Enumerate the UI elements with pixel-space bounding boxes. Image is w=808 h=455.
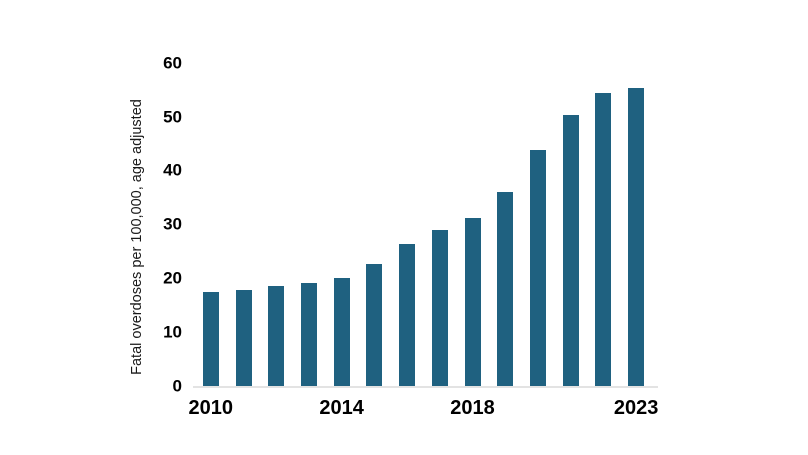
bar-2012 xyxy=(268,285,285,386)
bar-2023 xyxy=(628,88,645,386)
bar-2016 xyxy=(399,244,416,386)
y-tick-label: 10 xyxy=(163,322,182,342)
bar-2020 xyxy=(530,150,546,386)
y-tick-label: 0 xyxy=(172,376,182,396)
bar-2015 xyxy=(366,263,383,386)
y-tick-label: 60 xyxy=(163,53,182,73)
bar-2022 xyxy=(595,92,612,386)
bar-2019 xyxy=(497,191,514,386)
bar-2017 xyxy=(431,230,448,386)
x-tick-label-2023: 2023 xyxy=(613,397,659,419)
x-tick-label-2014: 2014 xyxy=(319,397,364,419)
y-tick-label: 20 xyxy=(163,268,182,288)
bar-2013 xyxy=(300,283,317,386)
bar-2018 xyxy=(464,217,481,386)
x-axis-baseline xyxy=(193,385,658,388)
bar-2014 xyxy=(333,277,350,386)
x-tick-label-2010: 2010 xyxy=(188,397,234,419)
y-axis-title: Fatal overdoses per 100,000, age adjuste… xyxy=(129,99,145,375)
y-tick-label: 40 xyxy=(163,160,182,180)
bar-2010 xyxy=(202,291,219,386)
bar-2021 xyxy=(562,115,579,386)
x-tick-label-2018: 2018 xyxy=(450,397,495,419)
y-tick-label: 50 xyxy=(163,107,182,126)
bar-2011 xyxy=(235,290,252,386)
y-tick-label: 30 xyxy=(163,214,182,234)
